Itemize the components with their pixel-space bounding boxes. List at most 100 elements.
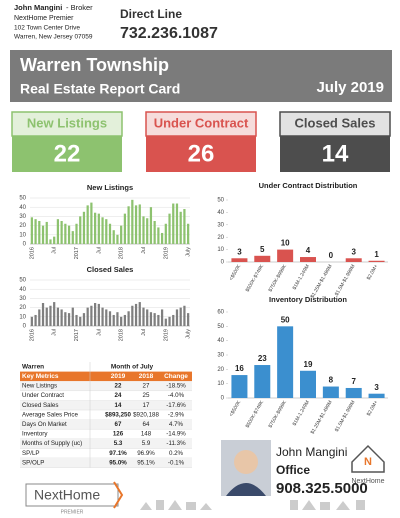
y-tick-label: 0 <box>23 242 27 248</box>
y-tick-label: 0 <box>221 396 225 402</box>
value-label: 50 <box>281 315 290 324</box>
bar <box>71 307 74 326</box>
bar <box>138 302 141 326</box>
bar <box>231 258 248 262</box>
bar <box>183 305 186 326</box>
bar <box>146 309 149 326</box>
bar <box>112 230 115 244</box>
bar <box>175 309 179 326</box>
value-label: 16 <box>235 364 244 373</box>
table-cell: 0.2% <box>169 450 184 457</box>
y-tick-label: 10 <box>217 247 224 253</box>
bar <box>120 225 123 244</box>
table-row-bg <box>20 400 192 410</box>
table-cell: -4.0% <box>168 392 185 399</box>
value-label: 1 <box>374 250 379 259</box>
bar <box>131 305 134 326</box>
x-tick-label: <$500K <box>228 263 242 282</box>
bar <box>41 225 45 244</box>
x-tick-label: 2017 <box>74 329 80 341</box>
bar <box>45 307 48 326</box>
table-cell: 64 <box>143 421 150 428</box>
kpi-value: 26 <box>188 140 215 167</box>
y-tick-label: 20 <box>217 367 224 373</box>
value-label: 0 <box>329 251 334 260</box>
y-tick-label: 40 <box>217 210 224 216</box>
kpi-value: 22 <box>54 140 81 167</box>
table-header-cell: 2019 <box>111 373 126 380</box>
phone: 732.236.1087 <box>120 25 218 42</box>
bar <box>71 231 74 244</box>
chart-title: New Listings <box>87 183 133 192</box>
x-tick-label: $750K-$999K <box>268 399 289 429</box>
y-tick-label: 10 <box>217 381 224 387</box>
x-tick-label: <$500K <box>228 399 242 418</box>
bar <box>86 205 89 244</box>
table-cell: Months of Supply (uc) <box>22 440 82 447</box>
table-cell: -11.3% <box>166 440 186 447</box>
y-tick-label: 30 <box>217 222 224 228</box>
bar <box>101 307 104 326</box>
table-cell: -0.1% <box>168 459 185 466</box>
bar <box>30 217 33 244</box>
x-tick-label: $1M-1.249M <box>292 400 311 427</box>
kpi-label: Closed Sales <box>295 115 376 130</box>
table-cell: 24 <box>115 392 122 399</box>
logo-chevron <box>113 481 124 509</box>
table-cell: 96.9% <box>137 450 155 457</box>
value-label: 8 <box>329 376 334 385</box>
table-cell: $893,250 <box>105 411 131 418</box>
bar <box>112 314 115 326</box>
x-tick-label: $1.25M-$1.499M <box>310 400 334 436</box>
bar <box>75 223 78 244</box>
x-tick-label: 2017 <box>74 247 80 259</box>
table-title: Warren <box>22 364 44 371</box>
bar <box>82 313 86 326</box>
bar <box>34 314 37 326</box>
bar <box>254 255 271 262</box>
phone-label: Direct Line <box>120 7 182 21</box>
table-cell: SP/OLP <box>22 459 44 466</box>
bar <box>53 236 56 244</box>
y-tick-label: 50 <box>217 324 224 330</box>
table-cell: Under Contract <box>22 392 64 399</box>
x-tick-label: 2016 <box>29 329 35 341</box>
y-tick-label: 10 <box>19 232 26 238</box>
bar <box>179 307 182 326</box>
agent-name: John Mangini <box>14 3 62 12</box>
bar <box>56 307 60 326</box>
y-tick-label: 20 <box>217 235 224 241</box>
x-tick-label: July <box>186 329 192 339</box>
table-subtitle: Month of July <box>111 364 154 371</box>
y-tick-label: 50 <box>19 278 26 284</box>
value-label: 10 <box>281 239 290 248</box>
bar <box>82 211 86 244</box>
footer-name: John Mangini <box>276 445 347 459</box>
bar <box>164 223 167 244</box>
bar <box>172 314 175 326</box>
x-tick-label: $500K-$749K <box>245 399 266 429</box>
table-cell: -17.6% <box>166 402 186 409</box>
table-cell: 126 <box>113 431 124 438</box>
x-tick-label: Jul <box>52 247 58 254</box>
value-label: 23 <box>258 354 267 363</box>
bar <box>94 303 97 326</box>
x-tick-label: $500K-$749K <box>245 263 266 293</box>
bar <box>368 260 385 262</box>
y-tick-label: 40 <box>217 338 224 344</box>
bar <box>97 213 100 244</box>
bar <box>79 316 82 326</box>
address-2: Warren, New Jersey 07059 <box>14 34 93 41</box>
kpi-label: New Listings <box>27 115 107 130</box>
table-header-cell: Key Metrics <box>22 373 59 380</box>
bar <box>164 318 167 326</box>
bar <box>86 307 89 326</box>
bar <box>105 219 108 244</box>
bar <box>90 202 93 244</box>
x-tick-label: Jul <box>141 247 147 254</box>
banner-period: July 2019 <box>316 79 384 96</box>
x-tick-label: Jul <box>141 329 147 336</box>
x-tick-label: 2019 <box>163 329 169 341</box>
bar <box>142 216 145 244</box>
bar <box>300 370 316 398</box>
